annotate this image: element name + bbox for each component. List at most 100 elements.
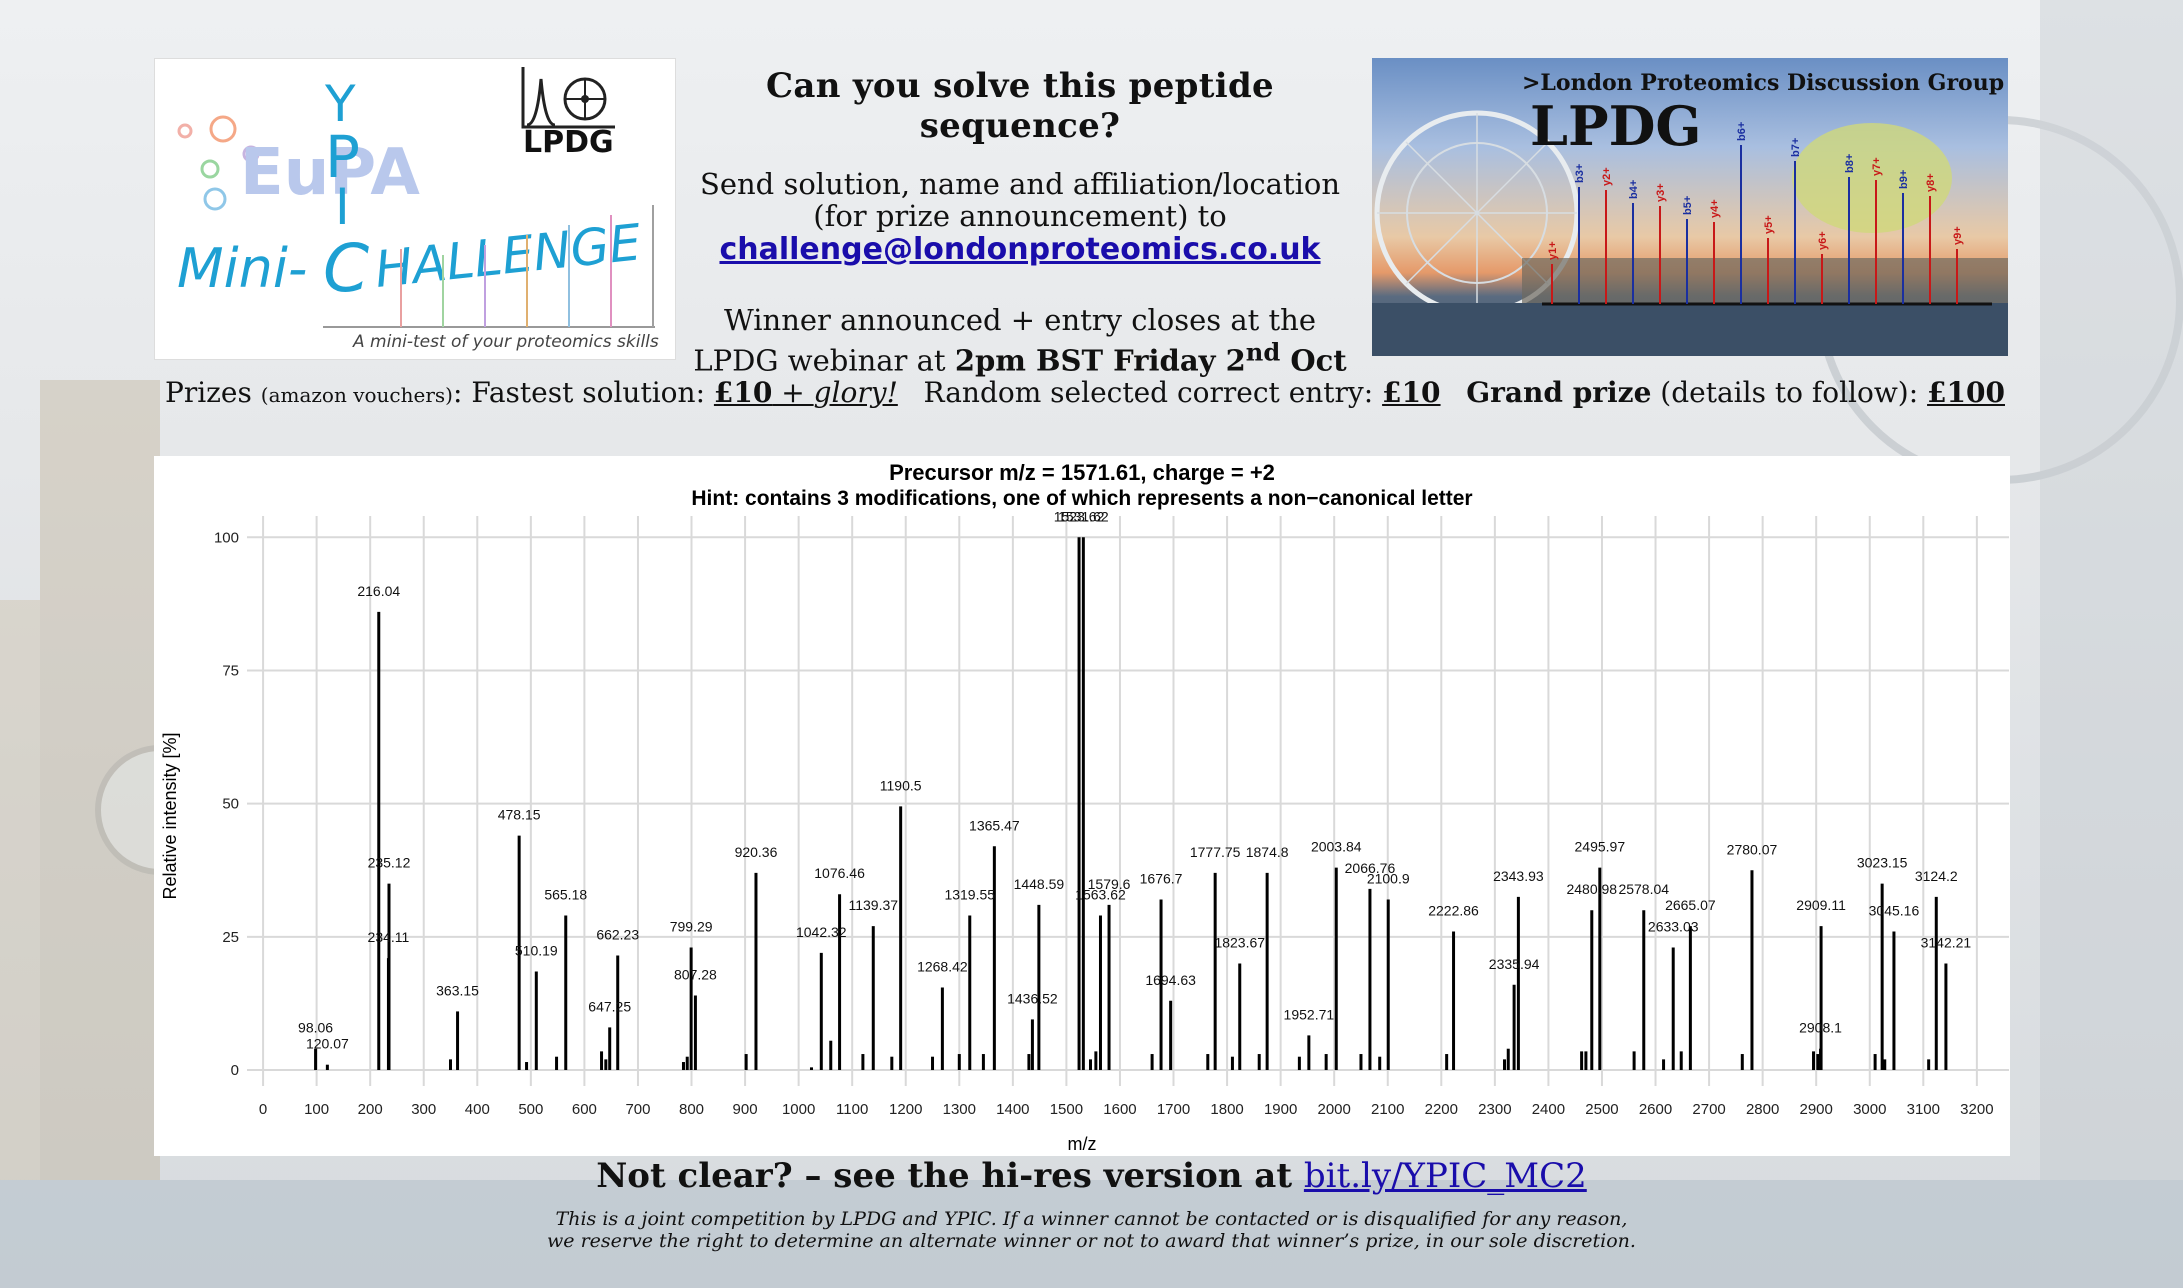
x-tick-label: 1000 [782, 1101, 815, 1118]
peak-label: 920.36 [735, 844, 778, 860]
spectrum-chart-panel: Precursor m/z = 1571.61, charge = +2 Hin… [154, 456, 2010, 1156]
disclaimer-line-2: we reserve the right to determine an alt… [547, 1230, 1636, 1252]
winner-line-2-prefix: LPDG webinar at [693, 343, 955, 378]
banner-ion-label: y3+ [1655, 183, 1667, 202]
x-tick-label: 2400 [1532, 1101, 1565, 1118]
peak-label: 1874.8 [1246, 844, 1289, 860]
peak-label: 1579.6 [1088, 876, 1131, 892]
peak-label: 3045.16 [1869, 903, 1920, 919]
prize-fastest-amount: £10 [713, 376, 773, 409]
y-tick-label: 75 [222, 662, 239, 679]
peak-label: 565.18 [544, 887, 587, 903]
send-line-2: (for prize announcement) to [813, 199, 1227, 233]
challenge-text: HALLENGE [372, 213, 644, 299]
hi-res-notice: Not clear? – see the hi-res version at b… [0, 1156, 2183, 1196]
peak-label: 98.06 [298, 1020, 333, 1036]
decor-circle [200, 159, 220, 179]
headline: Can you solve this peptide sequence? [766, 66, 1274, 146]
x-tick-label: 2500 [1585, 1101, 1618, 1118]
peak-label: 2780.07 [1727, 841, 1778, 857]
peak-label: 2665.07 [1665, 897, 1716, 913]
prize-grand-label: Grand prize [1466, 376, 1652, 409]
chart-x-ticks: 0 100 200 300 400 500 600 700 800 900 1000 1100 1200… [259, 1101, 1994, 1118]
ypic-mini-challenge-logo: EuPA Y P I C Mini- HALLENGE A mini-test … [154, 58, 676, 360]
prize-grand-amount: £100 [1927, 376, 2005, 409]
lpdg-banner: y1+ b3+ y2+ b4+ y3+ b5+ y4+ b6+ y5+ b7+ y6+ b8+ y7+ b… [1372, 58, 2008, 356]
peak-label: 2495.97 [1575, 839, 1626, 855]
peak-label: 2066.76 [1345, 860, 1396, 876]
prize-random-amount: £10 [1382, 376, 1441, 409]
peak-label: 2003.84 [1311, 839, 1362, 855]
x-tick-label: 3100 [1907, 1101, 1940, 1118]
x-tick-label: 2700 [1692, 1101, 1725, 1118]
banner-ion-label: b5+ [1682, 196, 1694, 215]
x-tick-label: 2900 [1800, 1101, 1833, 1118]
peak-label: 2909.11 [1796, 897, 1846, 913]
banner-ion-label: y4+ [1709, 199, 1721, 218]
lpdg-title: LPDG [1530, 94, 1702, 158]
x-tick-label: 3000 [1853, 1101, 1886, 1118]
decor-circle [242, 145, 260, 163]
prize-grand: Grand prize (details to follow): £100 [1466, 376, 2005, 409]
y-tick-label: 0 [231, 1062, 239, 1079]
mini-text: Mini- [177, 237, 307, 300]
x-tick-label: 2600 [1639, 1101, 1672, 1118]
banner-ion-label: y1+ [1547, 241, 1559, 260]
x-tick-label: 2200 [1425, 1101, 1458, 1118]
winner-date-suffix: Oct [1280, 343, 1347, 378]
winner-date-sup: nd [1245, 337, 1281, 366]
peak-label: 235.12 [368, 855, 411, 871]
prize-fastest: Prizes (amazon vouchers): Fastest soluti… [165, 376, 898, 409]
banner-ion-label: b7+ [1790, 138, 1802, 157]
peak-label: 1563.62 [1075, 887, 1126, 903]
peak-label: 1531.62 [1058, 508, 1109, 524]
x-tick-label: 1200 [889, 1101, 922, 1118]
peak-label: 478.15 [498, 807, 541, 823]
peak-label: 807.28 [674, 966, 717, 982]
x-tick-label: 600 [572, 1101, 597, 1118]
banner-ion-label: y7+ [1871, 157, 1883, 176]
peak-label: 3023.15 [1857, 855, 1908, 871]
send-line-1: Send solution, name and affiliation/loca… [699, 167, 1341, 201]
peak-label: 2480.98 [1566, 881, 1617, 897]
banner-ion-label: b4+ [1628, 180, 1640, 199]
protein-structure [1792, 123, 1952, 233]
disclaimer: This is a joint competition by LPDG and … [0, 1208, 2183, 1252]
prize-random: Random selected correct entry: £10 [924, 376, 1441, 409]
x-tick-label: 200 [358, 1101, 383, 1118]
peak-label: 234.11 [368, 929, 410, 945]
ypic-logo-graphic: EuPA Y P I C Mini- HALLENGE A mini-test … [177, 67, 659, 352]
decor-circle [209, 115, 237, 143]
peak-label: 1319.55 [944, 887, 995, 903]
prizes-small-note: (amazon vouchers) [260, 383, 453, 407]
banner-ion-label: y8+ [1925, 173, 1937, 192]
lpdg-group-name: >London Proteomics Discussion Group [1522, 70, 2005, 96]
x-tick-label: 1300 [943, 1101, 976, 1118]
london-eye-banner-graphic: y1+ b3+ y2+ b4+ y3+ b5+ y4+ b6+ y5+ b7+ y6+ b8+ y7+ b… [1372, 110, 2008, 356]
x-tick-label: 3200 [1960, 1101, 1993, 1118]
peak-label: 2100.9 [1367, 871, 1410, 887]
peak-label: 647.25 [588, 998, 631, 1014]
chart-bars [314, 537, 1948, 1071]
x-tick-label: 300 [411, 1101, 436, 1118]
not-clear-text: Not clear? – see the hi-res version at [596, 1156, 1304, 1196]
x-tick-label: 700 [625, 1101, 650, 1118]
peak-label: 3124.2 [1915, 868, 1958, 884]
peak-label: 1952.71 [1284, 1006, 1335, 1022]
prize-grand-text: (details to follow): [1651, 376, 1928, 409]
banner-ion-label: b8+ [1844, 154, 1856, 173]
email-link[interactable]: challenge@londonproteomics.co.uk [719, 232, 1321, 267]
peak-label: 1448.59 [1014, 876, 1065, 892]
peak-label: 1436.52 [1007, 990, 1058, 1006]
hi-res-link[interactable]: bit.ly/YPIC_MC2 [1303, 1156, 1587, 1196]
peak-label: 1523.62 [1054, 508, 1105, 524]
y-tick-label: 50 [222, 796, 239, 813]
peak-label: 2335.94 [1489, 956, 1540, 972]
x-tick-label: 1800 [1210, 1101, 1243, 1118]
peak-label: 2343.93 [1493, 868, 1544, 884]
x-tick-label: 1700 [1157, 1101, 1190, 1118]
winner-date-bold: 2pm BST Friday 2 [954, 343, 1246, 378]
x-tick-label: 2000 [1318, 1101, 1351, 1118]
chart-y-ticks: 0 25 50 75 100 [214, 529, 239, 1079]
peak-label: 2222.86 [1428, 903, 1479, 919]
